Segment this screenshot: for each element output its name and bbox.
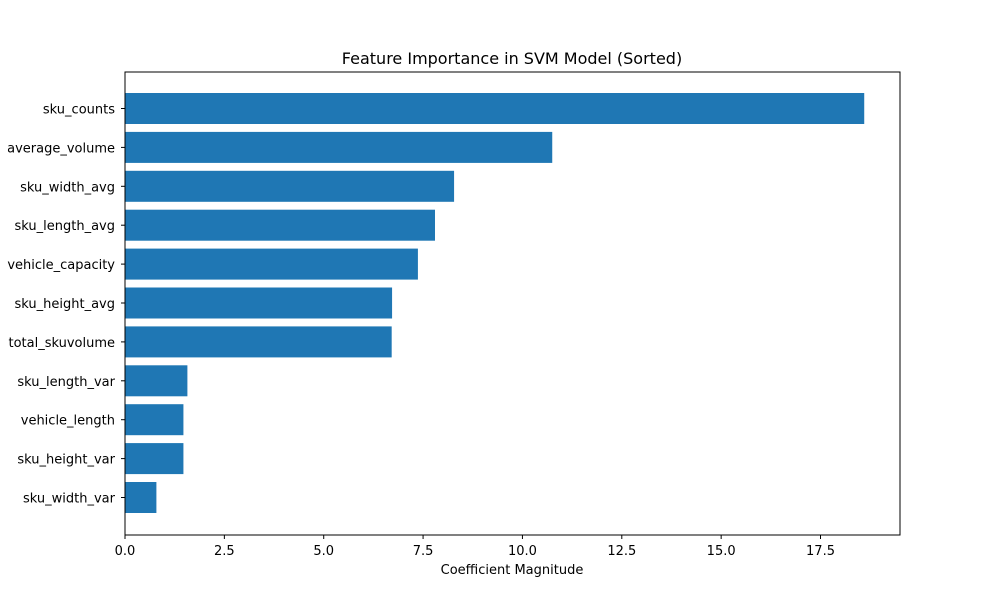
x-tick-label: 7.5 xyxy=(413,544,434,559)
bar-total_skuvolume xyxy=(125,326,392,358)
x-axis-label: Coefficient Magnitude xyxy=(441,563,584,578)
x-tick-label: 5.0 xyxy=(313,544,334,559)
bar-sku_width_var xyxy=(125,482,157,513)
y-tick-label: sku_length_var xyxy=(17,375,115,390)
bar-sku_length_avg xyxy=(125,209,435,241)
y-tick-label: total_skuvolume xyxy=(8,336,115,351)
bar-sku_counts xyxy=(125,93,865,124)
y-tick-label: sku_length_avg xyxy=(15,219,116,234)
bar-vehicle_length xyxy=(125,404,184,436)
x-tick-label: 2.5 xyxy=(214,544,235,559)
bar-vehicle_capacity xyxy=(125,248,418,280)
x-tick-label: 12.5 xyxy=(607,544,636,559)
bar-average_volume xyxy=(125,131,553,163)
bar-sku_height_var xyxy=(125,443,184,475)
x-tick-label: 15.0 xyxy=(707,544,736,559)
plot-area-frame xyxy=(124,71,901,536)
y-tick-label: sku_width_avg xyxy=(20,180,115,195)
y-tick-label: sku_width_var xyxy=(23,492,116,507)
y-tick-label: average_volume xyxy=(7,141,115,156)
y-axis-ticks: sku_counts average_volume sku_width_avgsku… xyxy=(7,103,125,507)
x-tick-label: 10.0 xyxy=(508,544,537,559)
y-tick-label: sku_counts xyxy=(43,103,115,118)
y-tick-label: sku_height_avg xyxy=(15,297,116,312)
x-tick-label: 0.0 xyxy=(115,544,136,559)
chart-title: Feature Importance in SVM Model (Sorted) xyxy=(342,49,682,68)
bar-sku_height_avg xyxy=(125,287,393,319)
y-tick-label: vehicle_length xyxy=(21,414,115,429)
bar-sku_width_avg xyxy=(125,170,455,202)
x-tick-label: 17.5 xyxy=(806,544,835,559)
x-axis-ticks: 0.0 2.5 5.0 7.5 10.0 12.5 15.0 17.5 xyxy=(115,535,835,559)
bar-sku_length_var xyxy=(125,365,188,397)
bars-group xyxy=(125,93,865,513)
y-tick-label: sku_height_var xyxy=(17,453,115,468)
y-tick-label: vehicle_capacity xyxy=(7,258,115,273)
